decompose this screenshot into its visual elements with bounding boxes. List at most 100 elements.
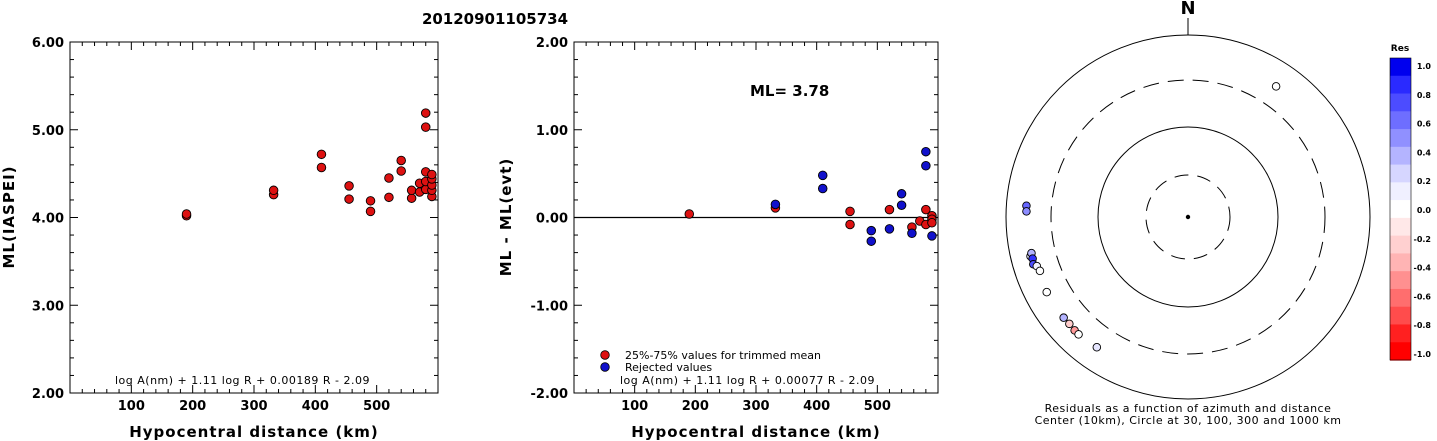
plot2-x-tick-label: 200 <box>682 399 709 414</box>
colorbar-swatch <box>1390 253 1411 272</box>
station-marker <box>1042 287 1051 297</box>
colorbar-tick-label: -0.8 <box>1414 321 1432 330</box>
plot1-point-series0 <box>365 196 376 206</box>
plot1-point-series0 <box>427 169 437 180</box>
colorbar-swatch <box>1390 146 1411 166</box>
polar-caption-line-1: Residuals as a function of azimuth and d… <box>1045 402 1332 415</box>
station-marker <box>1059 313 1068 322</box>
plot2-point-series0 <box>921 204 931 215</box>
plot1-y-tick-label: 2.00 <box>32 387 64 402</box>
station-marker <box>1065 319 1074 329</box>
plot2-point-series0 <box>884 204 895 215</box>
plot1-formula: log A(nm) + 1.11 log R + 0.00189 R - 2.0… <box>115 374 370 387</box>
plot1-points <box>181 108 437 221</box>
polar-caption-line-2: Center (10km), Circle at 30, 100, 300 an… <box>1035 414 1342 427</box>
colorbar-swatch <box>1390 93 1411 112</box>
plot1-frame <box>69 41 439 394</box>
plot1-point-series0 <box>268 185 279 196</box>
plot1-y-tick-label: 6.00 <box>32 36 64 51</box>
colorbar-swatch <box>1390 235 1411 255</box>
plot2-point-series0 <box>927 218 937 228</box>
plot1-point-series0 <box>384 173 394 183</box>
station-markers <box>1022 82 1281 352</box>
colorbar-swatch <box>1390 129 1411 148</box>
plot2-y-tick-label: -1.00 <box>531 299 568 314</box>
colorbar-swatch <box>1390 58 1411 77</box>
plot1-y-tick-label: 5.00 <box>32 124 64 139</box>
colorbar-swatch <box>1390 200 1411 219</box>
plot2-y-tick-label: 0.00 <box>536 212 568 227</box>
plot2-points <box>684 146 937 246</box>
colorbar-tick-label: 0.2 <box>1417 177 1431 186</box>
plot-ml-iaspei: 100 200 300 400 500 2.00 3.00 4.00 5.00 6.00 log … <box>0 36 439 441</box>
colorbar-tick-label: 0.8 <box>1417 91 1432 100</box>
colorbar-tick-label: 1.0 <box>1417 62 1432 71</box>
plot2-x-axis-label: Hypocentral distance (km) <box>631 423 881 441</box>
plot2-point-series1 <box>927 231 937 241</box>
colorbar-tick-label: 0.6 <box>1417 120 1432 129</box>
plot1-point-series0 <box>420 108 431 118</box>
plot1-point-series0 <box>396 155 406 166</box>
colorbar-swatch <box>1390 217 1411 237</box>
plot1-point-series0 <box>406 185 417 196</box>
plot2-x-tick-label: 100 <box>621 399 648 414</box>
plot1-y-tick-label: 3.00 <box>32 299 64 314</box>
colorbar-tick-label: -0.2 <box>1414 235 1432 244</box>
colorbar-swatch <box>1390 111 1411 130</box>
colorbar-swatch <box>1390 306 1411 326</box>
plot2-point-series1 <box>866 225 877 236</box>
plot1-grid-ticks <box>70 42 438 393</box>
plot1-point-series0 <box>384 192 394 203</box>
circle-100km <box>1097 126 1279 308</box>
legend-label-trimmed: 25%-75% values for trimmed mean <box>625 349 821 362</box>
plot1-x-axis-label: Hypocentral distance (km) <box>129 423 379 441</box>
plot2-point-series0 <box>845 206 855 217</box>
plot2-y-tick-label: 1.00 <box>536 124 568 139</box>
plot2-x-tick-label: 300 <box>742 399 769 414</box>
plot2-point-series1 <box>896 200 907 210</box>
plot2-point-series1 <box>866 236 877 246</box>
colorbar-tick-label: -0.4 <box>1414 264 1432 273</box>
colorbar-swatch <box>1390 75 1411 95</box>
plot1-x-tick-label: 300 <box>240 399 267 414</box>
colorbar-tick-label: 0.0 <box>1417 206 1432 215</box>
station-marker <box>1092 342 1102 352</box>
plot2-tick-labels: 100 200 300 400 500 -2.00 -1.00 0.00 1.00 2.00 <box>531 36 891 414</box>
legend-label-rejected: Rejected values <box>625 361 712 374</box>
plot2-point-series1 <box>770 199 781 210</box>
plot1-point-series0 <box>365 206 376 217</box>
colorbar-frame <box>1389 57 1412 361</box>
plot1-tick-labels: 100 200 300 400 500 2.00 3.00 4.00 5.00 6.00 <box>32 36 390 414</box>
plot1-point-series0 <box>406 193 417 203</box>
plot2-x-tick-label: 500 <box>864 399 891 414</box>
circle-300km <box>1050 79 1326 355</box>
plot2-point-series0 <box>845 219 855 230</box>
plot1-x-tick-label: 100 <box>118 399 145 414</box>
plot2-point-series1 <box>921 146 931 157</box>
plot1-point-series0 <box>316 162 327 173</box>
plot2-formula: log A(nm) + 1.11 log R + 0.00077 R - 2.0… <box>620 374 875 387</box>
circle-30km <box>1145 174 1231 260</box>
colorbar-swatch <box>1390 342 1411 361</box>
plot1-point-series0 <box>420 122 431 132</box>
plot1-point-series0 <box>181 209 192 219</box>
north-label: N <box>1180 0 1195 19</box>
colorbar-tick-labels: 1.0 0.8 0.6 0.4 0.2 0.0 -0.2 -0.4 -0.6 -0.8 -1.0 <box>1414 62 1432 359</box>
station-marker <box>1271 82 1281 91</box>
colorbar-tick-label: -0.6 <box>1414 292 1432 301</box>
plot2-point-series1 <box>884 224 895 234</box>
plot1-x-tick-label: 400 <box>302 399 329 414</box>
residual-colorbar: Res 1.0 0.8 0.6 0.4 0.2 0.0 -0.2 -0.4 -0.6 -0.8 -1… <box>1389 44 1432 361</box>
plot2-ml-annotation: ML= 3.78 <box>750 82 829 100</box>
plot2-y-tick-label: 2.00 <box>536 36 568 51</box>
colorbar-tick-label: 0.4 <box>1417 148 1432 157</box>
plot1-point-series0 <box>344 194 354 204</box>
colorbar-swatch <box>1390 271 1411 290</box>
station-marker <box>1035 266 1045 276</box>
plot-ml-residual: 100 200 300 400 500 -2.00 -1.00 0.00 1.00 2.00 ML… <box>497 36 939 441</box>
colorbar-swatch <box>1390 288 1411 308</box>
plot1-point-series0 <box>396 166 406 176</box>
plot1-x-tick-label: 200 <box>179 399 206 414</box>
plot1-x-tick-label: 500 <box>363 399 390 414</box>
plot2-x-tick-label: 400 <box>803 399 830 414</box>
